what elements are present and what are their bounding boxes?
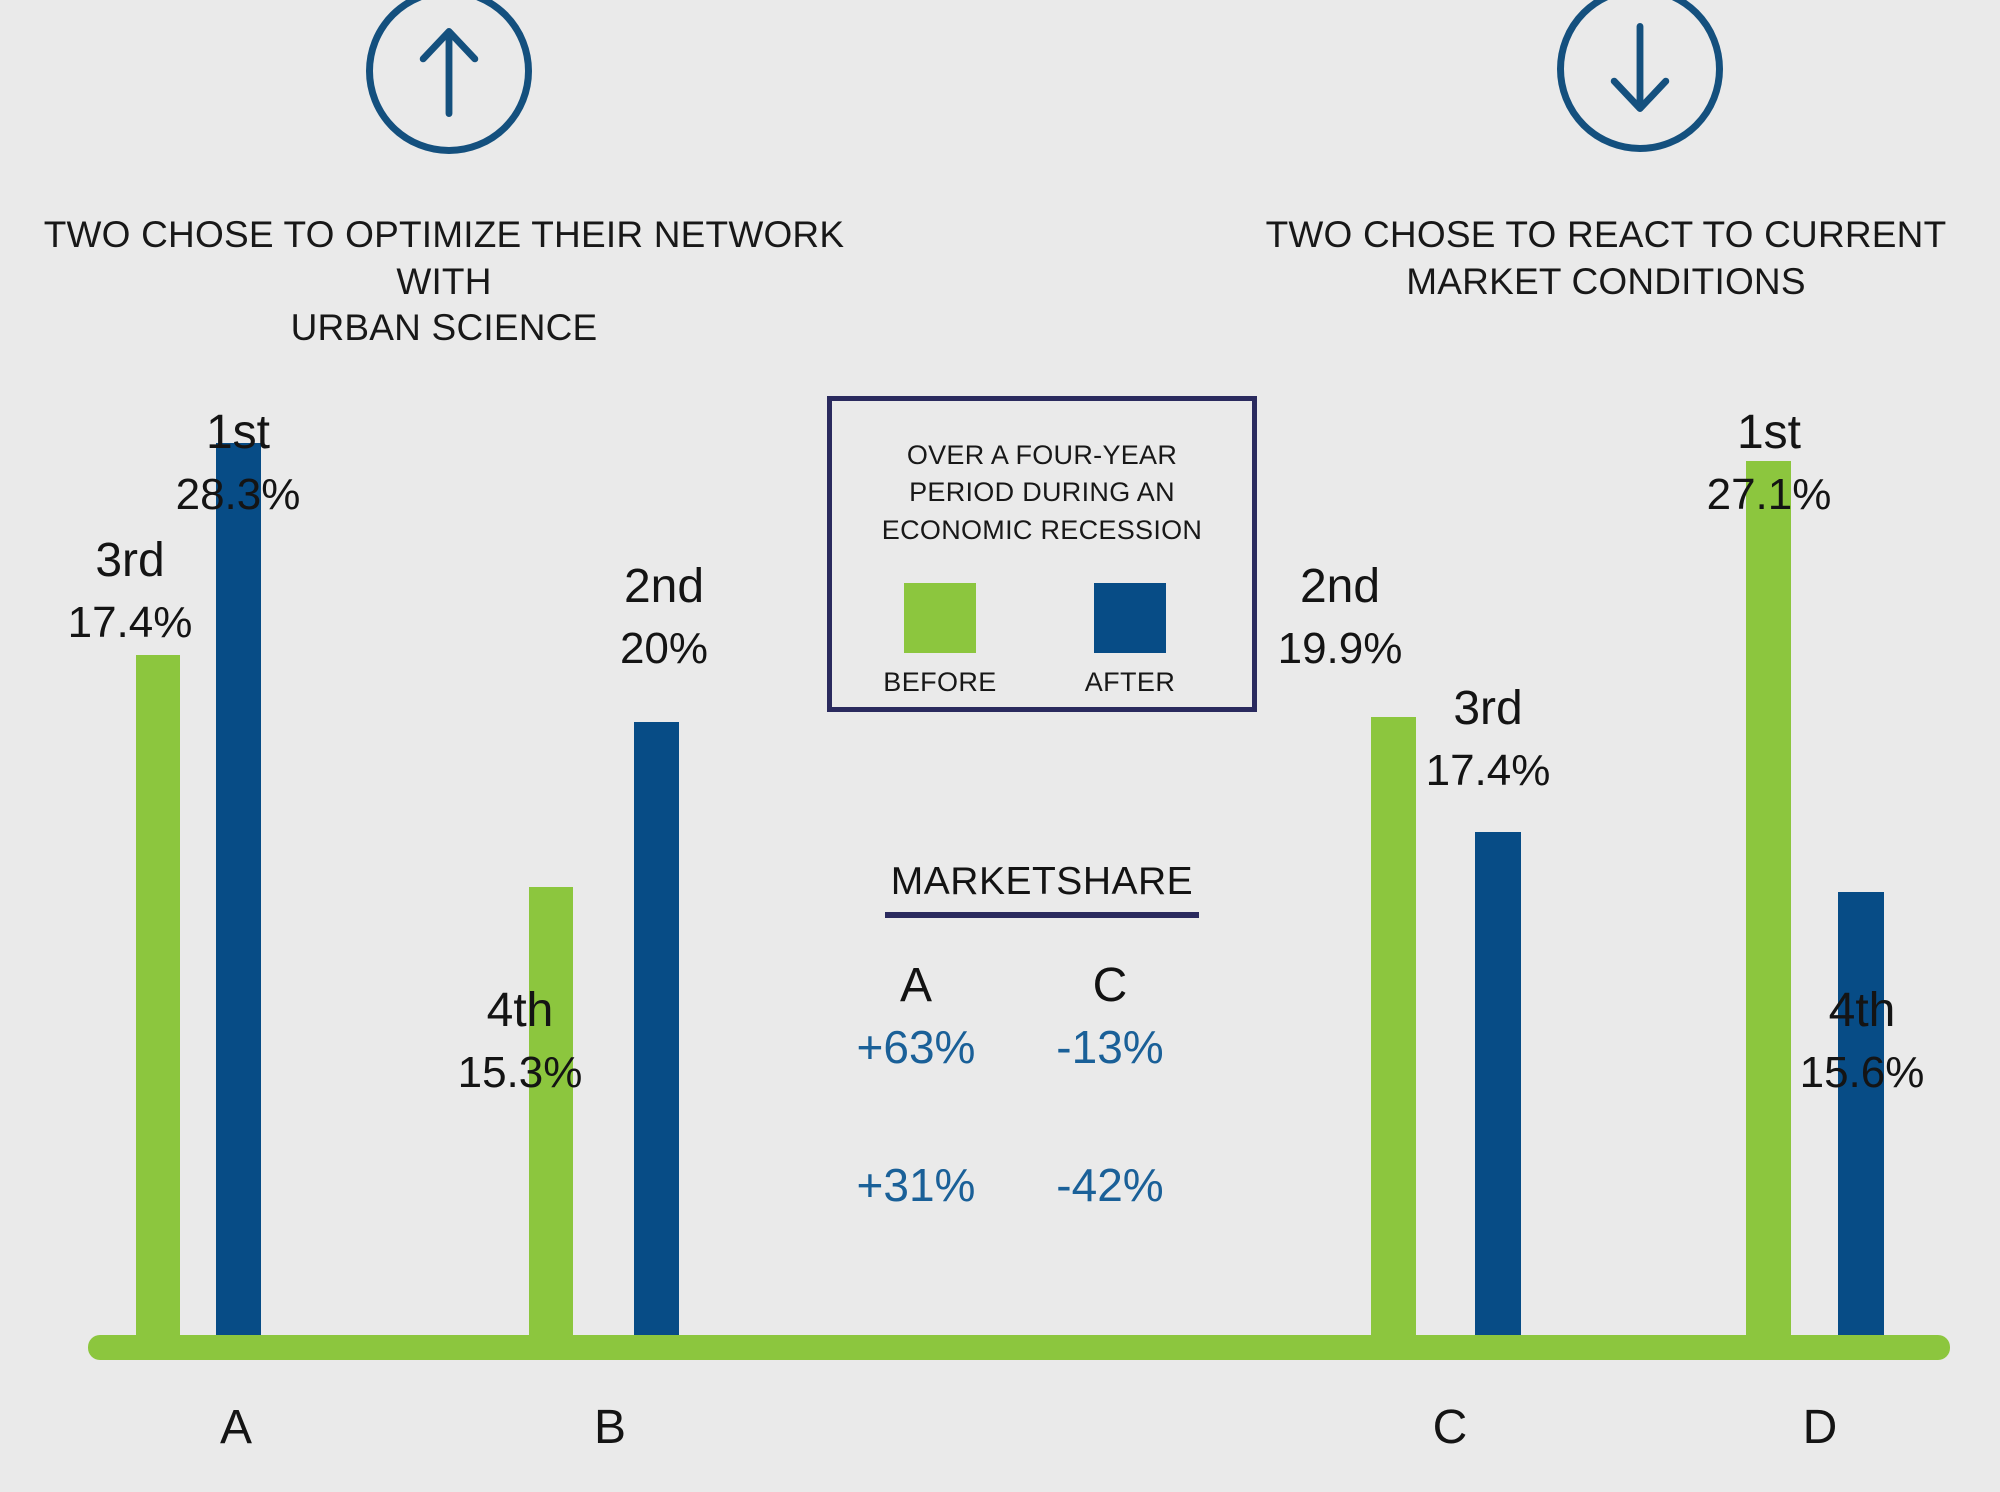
- legend-item-before: BEFORE: [860, 583, 1020, 698]
- axis-label-a: A: [219, 1401, 252, 1454]
- bar-label-d-before: 1st 27.1%: [1654, 406, 1884, 520]
- bar-rank: 1st: [1736, 406, 1802, 459]
- bar-label-d-after: 4th 15.6%: [1747, 984, 1977, 1098]
- bar-rank: 4th: [486, 984, 554, 1037]
- bar-label-b-before: 4th 15.3%: [405, 984, 635, 1098]
- marketshare-change-primary: -13%: [1056, 1021, 1164, 1073]
- bar-value: 19.9%: [1277, 624, 1403, 674]
- bar-rank: 3rd: [95, 534, 165, 587]
- bar-value: 17.4%: [1425, 746, 1551, 796]
- legend-item-after: AFTER: [1050, 583, 1210, 698]
- bar-a-before: [136, 655, 180, 1335]
- bar-d-after: [1838, 892, 1884, 1335]
- bar-value: 15.6%: [1799, 1048, 1925, 1098]
- arrow-up-in-circle-icon: [366, 0, 532, 154]
- marketshare-title: MARKETSHARE: [890, 860, 1194, 903]
- arrow-down-in-circle-icon: [1557, 0, 1723, 152]
- bar-c-before: [1371, 717, 1416, 1335]
- marketshare-column-c: C -13% -42%: [1020, 959, 1200, 1211]
- legend-swatch-before: [904, 583, 976, 653]
- bar-label-c-after: 3rd 17.4%: [1373, 682, 1603, 796]
- bar-rank: 1st: [205, 406, 271, 459]
- legend-box: OVER A FOUR-YEAR PERIOD DURING AN ECONOM…: [827, 396, 1257, 712]
- marketshare-underline: [885, 912, 1199, 918]
- marketshare-change-secondary: +31%: [856, 1159, 976, 1211]
- bar-value: 20%: [619, 624, 709, 674]
- bar-b-before: [529, 887, 573, 1335]
- chart-baseline: [88, 1335, 1950, 1360]
- axis-label-b: B: [593, 1401, 626, 1454]
- bar-label-a-before: 3rd 17.4%: [15, 534, 245, 648]
- right-column-heading: TWO CHOSE TO REACT TO CURRENT MARKET CON…: [1265, 214, 1947, 302]
- bar-rank: 2nd: [1299, 560, 1381, 613]
- bar-label-c-before: 2nd 19.9%: [1225, 560, 1455, 674]
- axis-label-c: C: [1432, 1401, 1468, 1454]
- axis-label-d: D: [1802, 1401, 1838, 1454]
- bar-label-a-after: 1st 28.3%: [123, 406, 353, 520]
- legend-label-before: BEFORE: [883, 667, 997, 697]
- legend-title: OVER A FOUR-YEAR PERIOD DURING AN ECONOM…: [881, 440, 1203, 545]
- marketshare-column-a: A +63% +31%: [826, 959, 1006, 1211]
- legend-swatch-after: [1094, 583, 1166, 653]
- bar-value: 15.3%: [457, 1048, 583, 1098]
- bar-value: 17.4%: [67, 598, 193, 648]
- bar-label-b-after: 2nd 20%: [549, 560, 779, 674]
- marketshare-change-secondary: -42%: [1056, 1159, 1164, 1211]
- left-column-heading: TWO CHOSE TO OPTIMIZE THEIR NETWORK WITH…: [43, 214, 845, 349]
- bar-rank: 4th: [1828, 984, 1896, 1037]
- bar-rank: 2nd: [623, 560, 705, 613]
- bar-value: 28.3%: [175, 470, 301, 520]
- bar-a-after: [216, 443, 261, 1335]
- bar-rank: 3rd: [1453, 682, 1523, 735]
- marketshare-letter: C: [1092, 959, 1128, 1012]
- marketshare-block: MARKETSHARE A +63% +31% C -13% -42%: [832, 860, 1252, 1209]
- legend-label-after: AFTER: [1084, 667, 1176, 697]
- bar-c-after: [1475, 832, 1521, 1335]
- marketshare-grid: A +63% +31% C -13% -42%: [832, 962, 1252, 1209]
- marketshare-letter: A: [899, 959, 932, 1012]
- marketshare-change-primary: +63%: [856, 1021, 976, 1073]
- bar-value: 27.1%: [1706, 470, 1832, 520]
- bar-d-before: [1746, 461, 1791, 1335]
- bar-b-after: [634, 722, 679, 1335]
